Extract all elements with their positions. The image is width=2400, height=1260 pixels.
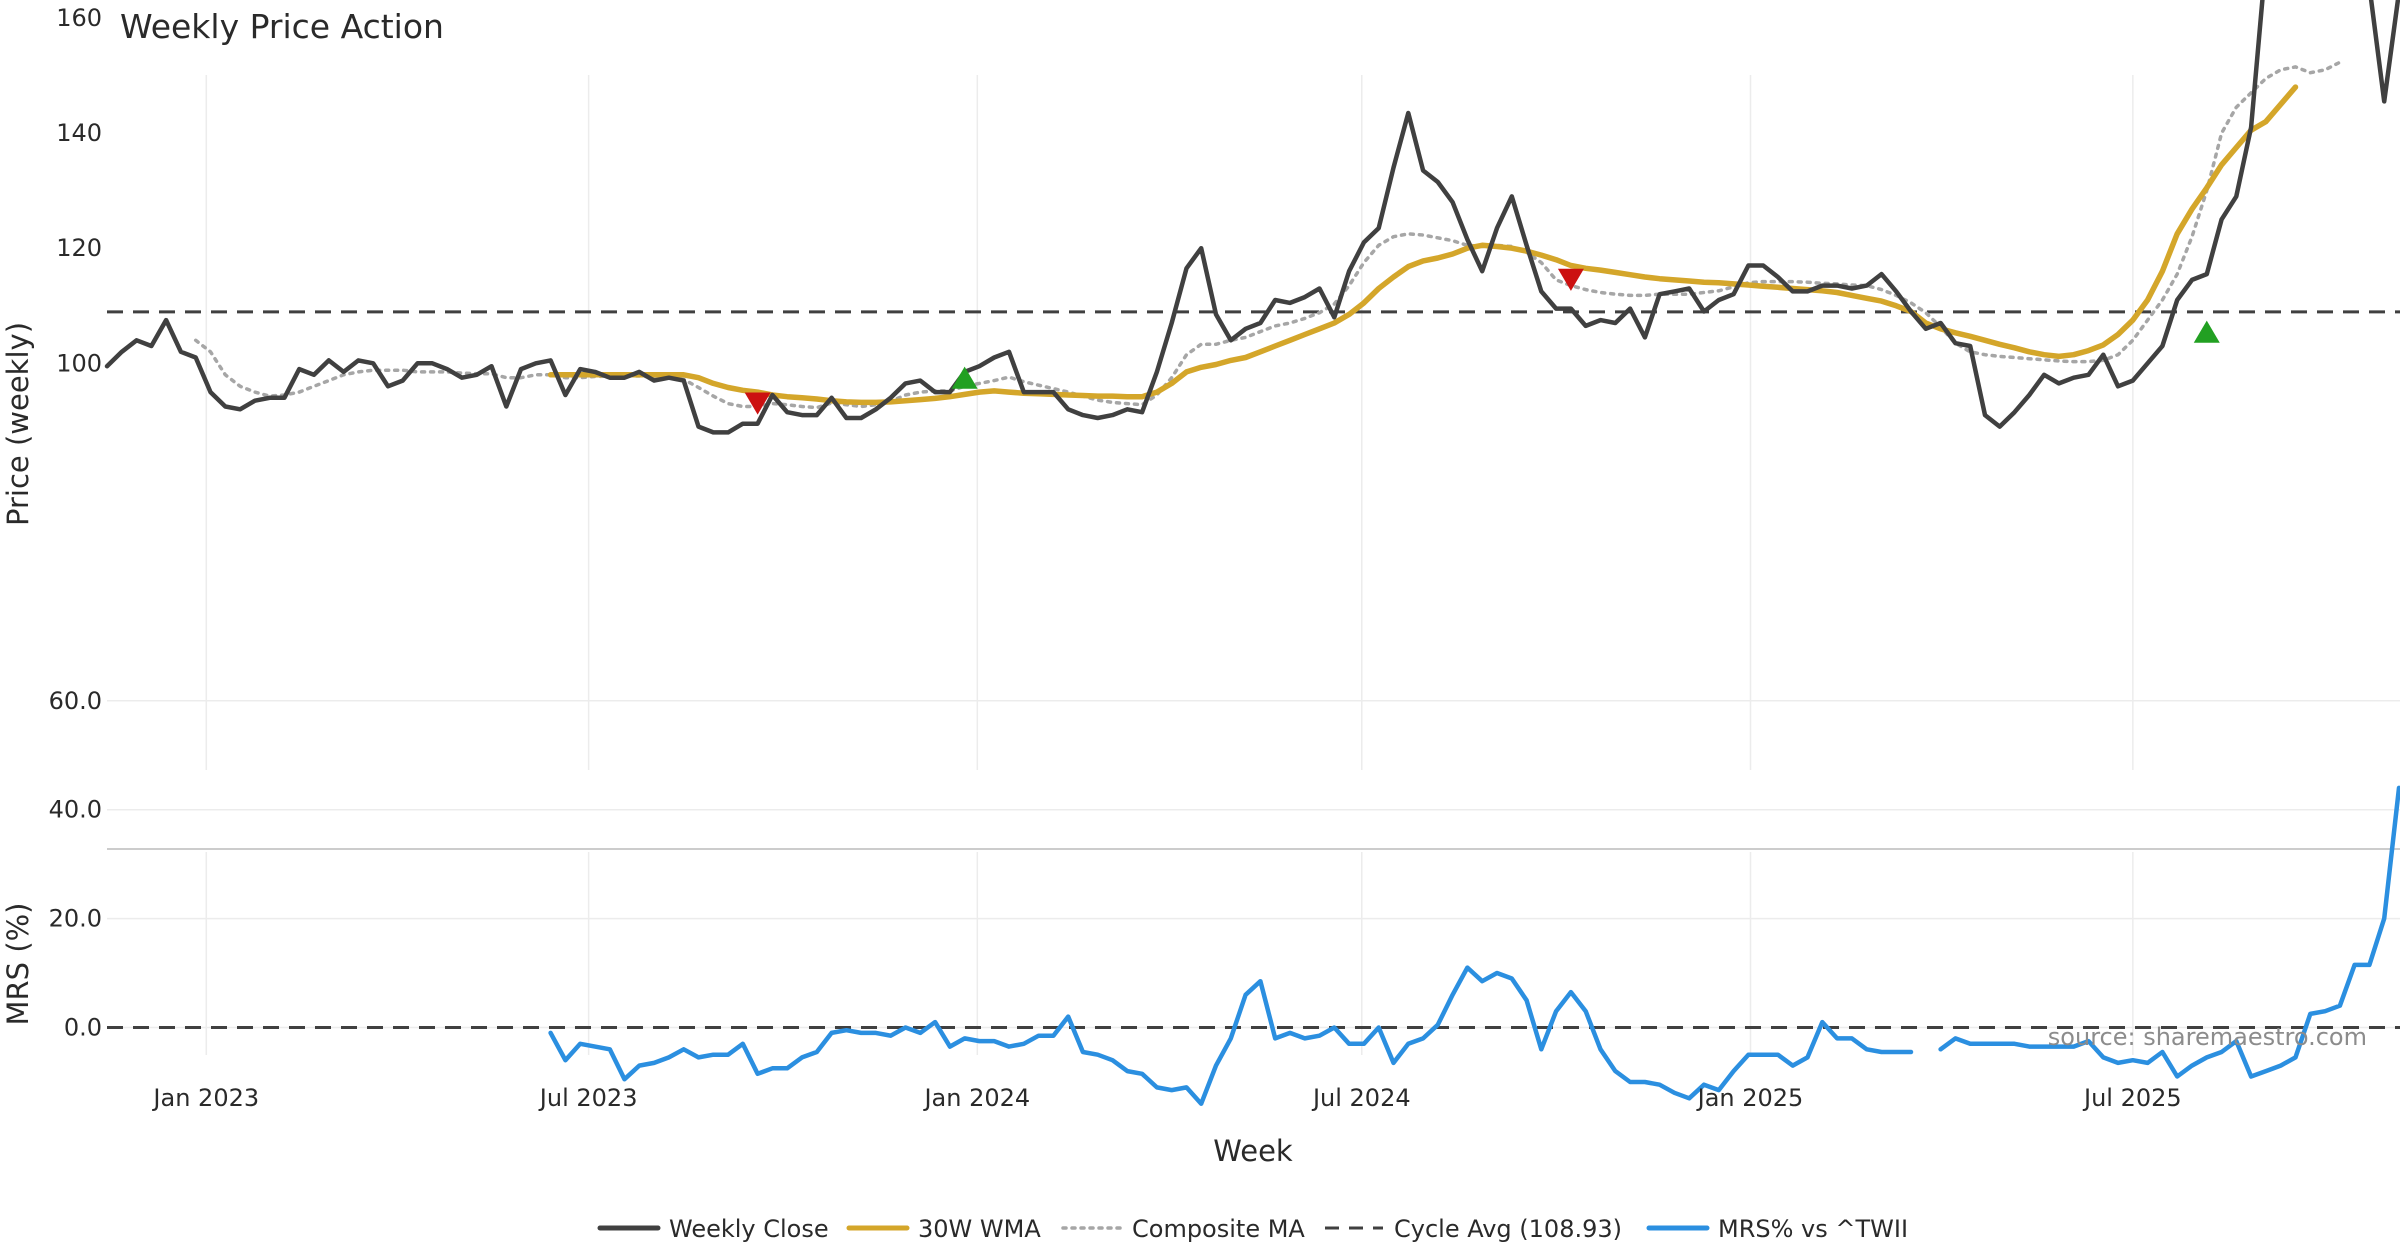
chart-title: Weekly Price Action: [120, 7, 444, 46]
x-axis-label: Week: [1213, 1134, 1293, 1168]
price-y-tick-label: 140: [56, 119, 102, 147]
weekly-close-line: [104, 0, 2400, 435]
x-tick-label: Jul 2023: [538, 1084, 638, 1112]
signal-markers: [744, 268, 2220, 415]
legend-label: Weekly Close: [669, 1215, 829, 1243]
mrs-y-ticks: 0.0 20.0 40.0 60.0: [49, 687, 102, 1042]
legend-label: MRS% vs ^TWII: [1718, 1215, 1908, 1243]
mrs-y-tick-label: 0.0: [64, 1014, 102, 1042]
mrs-line: [548, 785, 2400, 1106]
price-y-axis-label: Price (weekly): [1, 322, 35, 526]
legend-label: Cycle Avg (108.93): [1394, 1215, 1622, 1243]
mrs-y-tick-label: 60.0: [49, 687, 102, 715]
buy-signal-marker: [951, 366, 978, 389]
price-series: [104, 0, 2400, 435]
price-panel: 100120140160180200 Price (weekly): [1, 0, 2400, 770]
legend: Weekly Close 30W WMA Composite MA Cycle Avg…: [597, 1215, 1908, 1243]
price-y-tick-label: 160: [56, 4, 102, 32]
x-ticks: Jan 2023 Jul 2023 Jan 2024 Jul 2024 Jan 2025…: [151, 1084, 2181, 1112]
sell-signal-marker: [744, 392, 771, 415]
composite-ma-line: [193, 60, 2342, 410]
x-tick-label: Jan 2023: [151, 1084, 259, 1112]
mrs-y-axis-label: MRS (%): [1, 903, 35, 1026]
source-note: source: sharemaestro.com: [2048, 1023, 2367, 1051]
buy-signal-marker: [2193, 320, 2220, 343]
mrs-panel: 0.0 20.0 40.0 60.0 MRS (%) source: sharemae…: [1, 687, 2400, 1106]
legend-label: 30W WMA: [918, 1215, 1041, 1243]
price-gridlines: [205, 75, 2134, 770]
x-tick-label: Jul 2025: [2082, 1084, 2182, 1112]
wma-30w-line: [547, 84, 2299, 406]
mrs-gridlines: [107, 700, 2400, 1055]
x-tick-label: Jan 2025: [1696, 1084, 1804, 1112]
price-y-tick-label: 120: [56, 234, 102, 262]
legend-label: Composite MA: [1132, 1215, 1305, 1243]
sell-signal-marker: [1557, 268, 1584, 291]
x-tick-label: Jul 2024: [1311, 1084, 1411, 1112]
x-tick-label: Jan 2024: [922, 1084, 1030, 1112]
mrs-y-tick-label: 40.0: [49, 796, 102, 824]
price-y-ticks: 100120140160180200: [56, 4, 102, 377]
mrs-y-tick-label: 20.0: [49, 905, 102, 933]
mrs-series: [107, 785, 2400, 1106]
price-y-tick-label: 100: [56, 349, 102, 377]
